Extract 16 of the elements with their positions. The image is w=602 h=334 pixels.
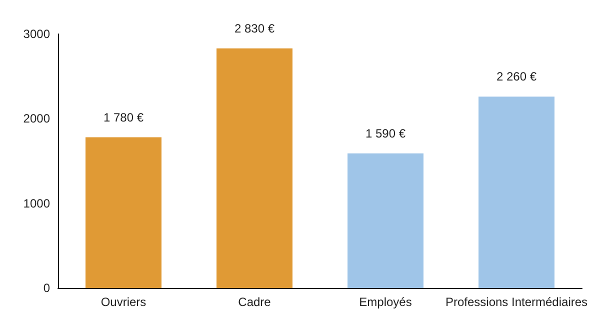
- data-label: 1 780 €: [103, 110, 144, 124]
- y-tick-label: 1000: [23, 196, 50, 210]
- x-tick-label: Cadre: [238, 295, 272, 309]
- bar: [478, 96, 554, 288]
- x-tick-label: Employés: [359, 295, 412, 309]
- data-label: 2 830 €: [234, 21, 275, 36]
- y-tick-label: 3000: [23, 27, 50, 41]
- bar: [348, 153, 424, 288]
- data-label: 1 590 €: [365, 126, 406, 140]
- y-tick-label: 0: [43, 281, 50, 295]
- bar: [216, 48, 292, 288]
- bar: [86, 137, 162, 288]
- data-label: 2 260 €: [496, 70, 537, 84]
- y-tick-label: 2000: [23, 112, 50, 126]
- x-tick-label: Ouvriers: [100, 295, 146, 309]
- x-tick-label: Professions Intermédiaires: [445, 295, 588, 309]
